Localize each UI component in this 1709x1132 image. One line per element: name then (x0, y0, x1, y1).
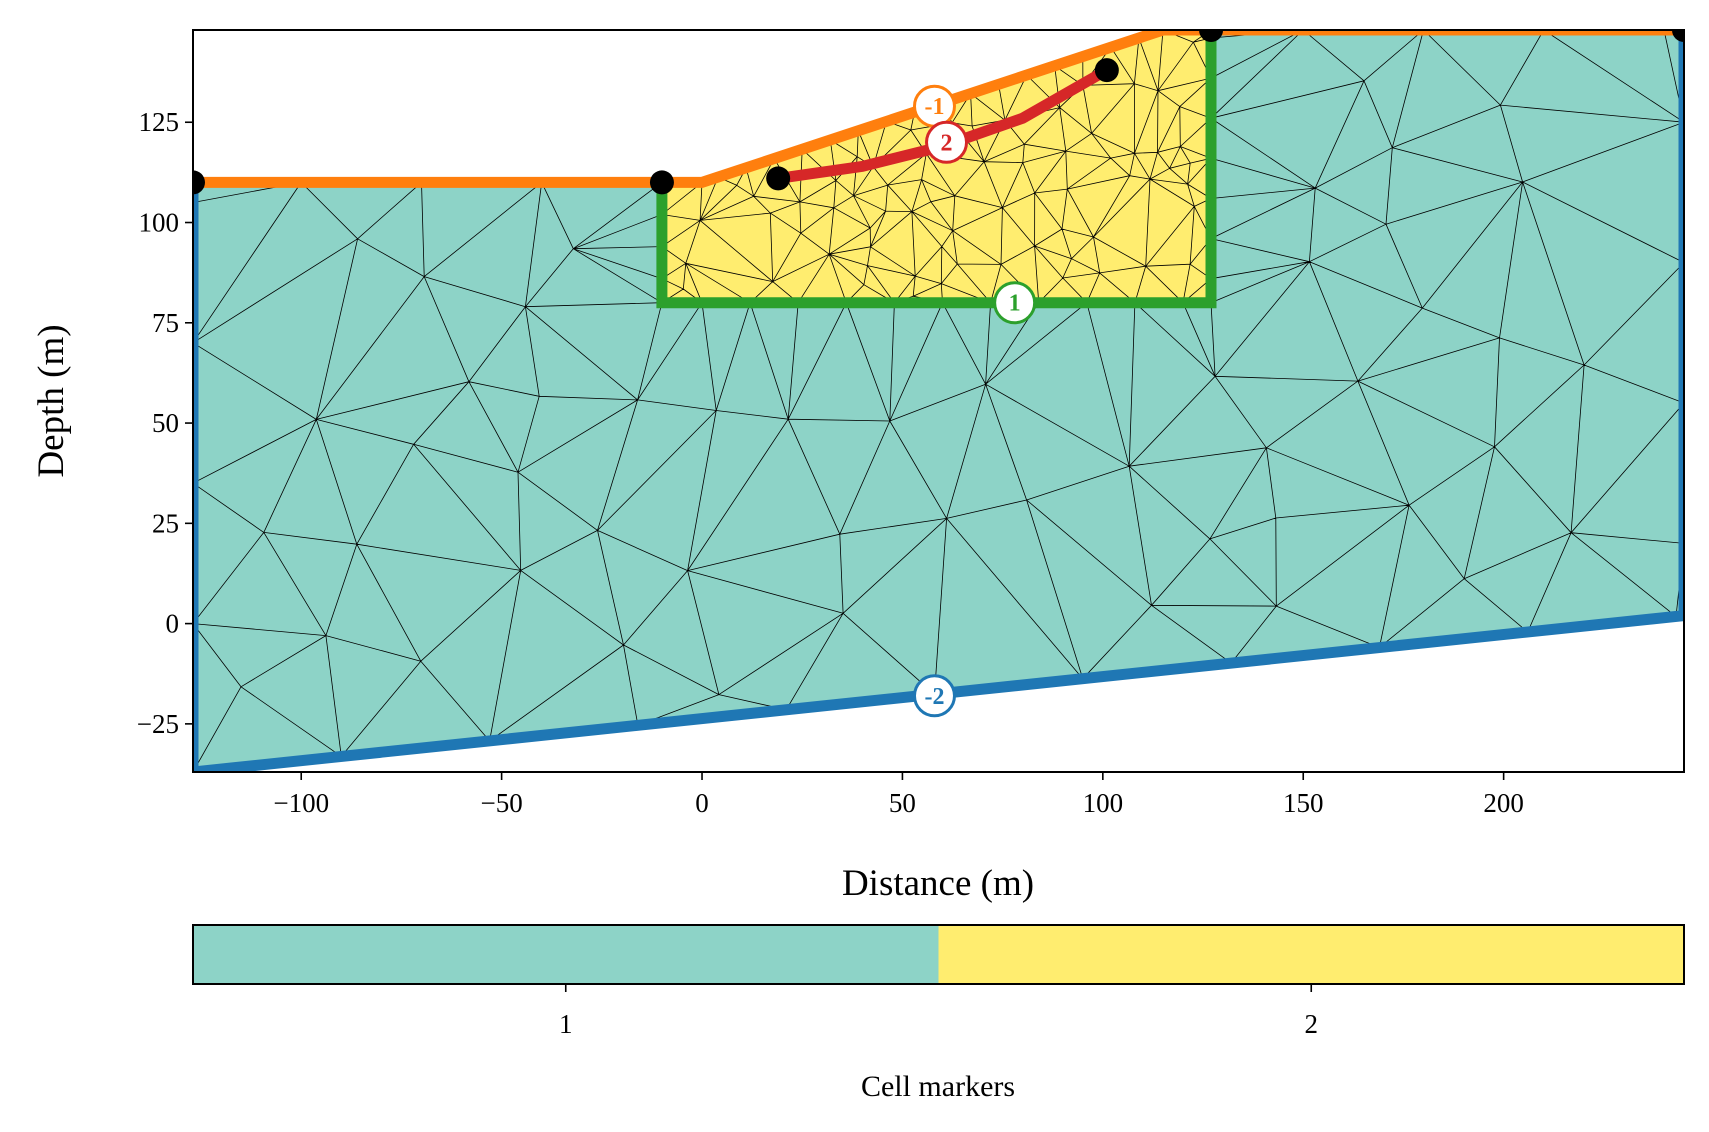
region-marker-1 (193, 30, 1684, 772)
colorbar-frame (192, 924, 1685, 985)
region-marker-2 (661, 30, 1211, 303)
x-tick-label: 0 (695, 788, 709, 818)
x-axis-label: Distance (m) (842, 863, 1034, 904)
marker-label-text: 1 (1009, 291, 1021, 317)
x-tick-label: 200 (1483, 788, 1524, 818)
axes: −100 −50 0 50 100 150 200 −25 0 25 50 75 100 125 (137, 107, 1524, 818)
y-tick-label: 75 (152, 308, 179, 338)
y-tick-label: 100 (139, 208, 180, 238)
y-tick-label: 0 (166, 609, 180, 639)
y-tick-label: 50 (152, 408, 179, 438)
node-4 (1199, 30, 1224, 42)
marker-label--1: -1 (912, 84, 956, 128)
marker-label--2: -2 (912, 674, 956, 718)
x-tick-label: 50 (889, 788, 916, 818)
marker-label-circle (993, 281, 1037, 325)
y-axis-label: Depth (m) (31, 324, 72, 477)
node-0 (193, 170, 205, 195)
colorbar-tick-label: 1 (559, 1009, 573, 1039)
marker-label-circle (925, 120, 969, 164)
marker-label-2: 2 (925, 120, 969, 164)
marker-label-text: -1 (924, 94, 944, 120)
cell-regions (193, 30, 1684, 772)
x-tick-label: −100 (273, 788, 329, 818)
plot-frame (192, 29, 1685, 773)
marker-label-1: 1 (993, 281, 1037, 325)
node-1 (649, 170, 674, 195)
y-tick-label: 25 (152, 508, 179, 538)
marker-label-text: 2 (941, 130, 953, 156)
marker-label-circle (912, 674, 956, 718)
colorbar-segment-1 (193, 925, 939, 984)
x-tick-label: 150 (1283, 788, 1324, 818)
colorbar-tick-label: 2 (1305, 1009, 1319, 1039)
marker-label-text: -2 (924, 684, 944, 710)
marker-labels: -1 -2 1 2 (912, 84, 1037, 718)
colorbar-segment-2 (938, 925, 1684, 984)
node-3 (1094, 58, 1119, 83)
node-5 (1672, 30, 1684, 42)
x-tick-label: −50 (481, 788, 523, 818)
y-tick-label: −25 (137, 709, 179, 739)
x-tick-label: 100 (1083, 788, 1124, 818)
boundary-1 (656, 30, 1217, 309)
y-tick-label: 125 (139, 107, 180, 137)
node-2 (766, 166, 791, 191)
colorbar-label: Cell markers (861, 1070, 1015, 1103)
mesh-nodes (193, 30, 1684, 195)
